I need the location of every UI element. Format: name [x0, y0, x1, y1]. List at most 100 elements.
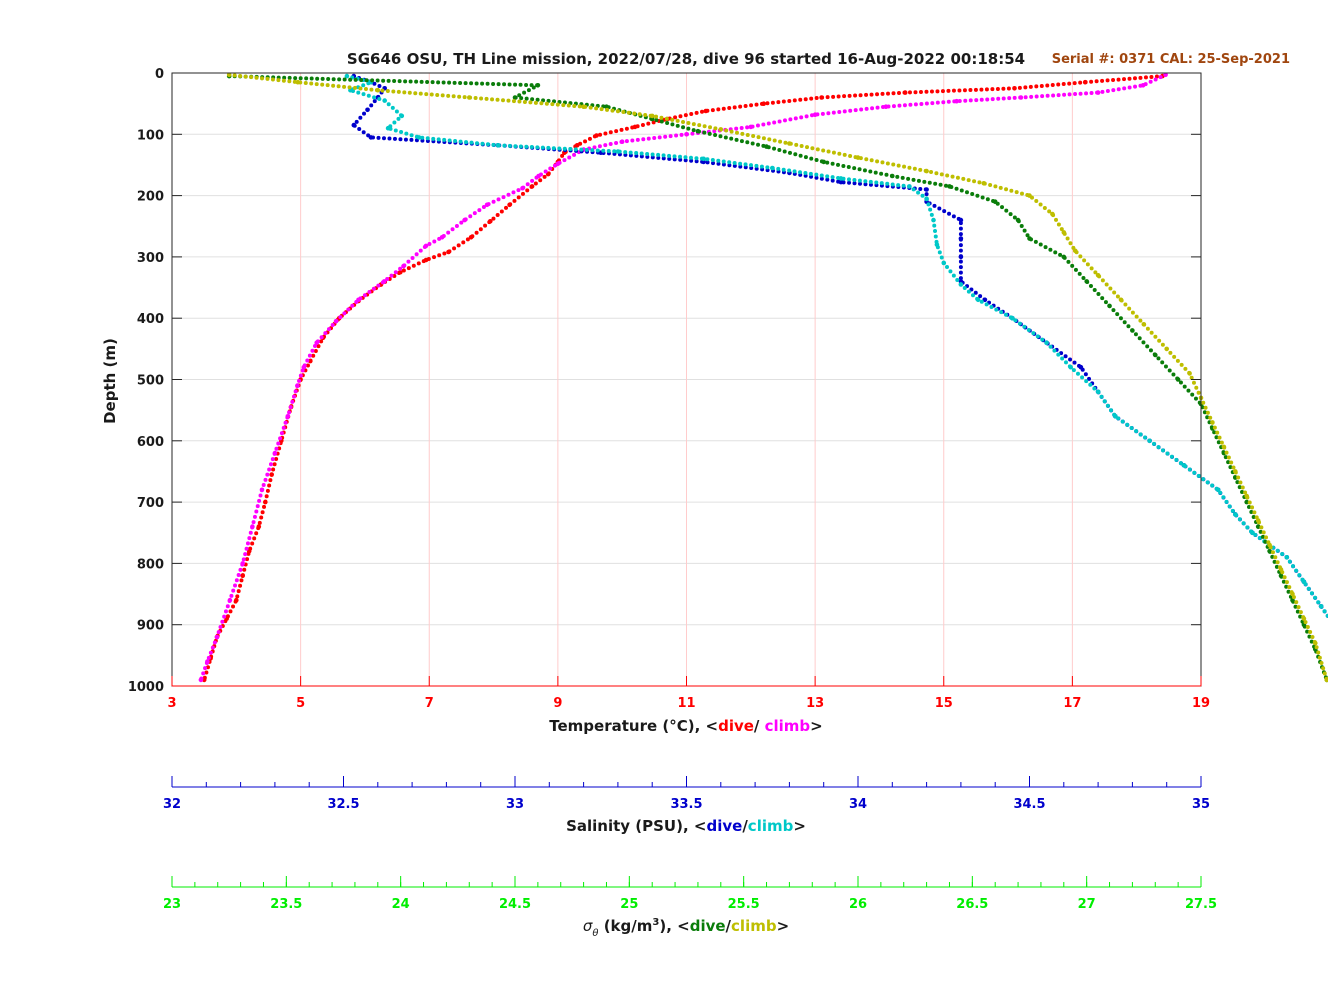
dens-dive-trace: [227, 74, 1328, 682]
dens-dive-point: [1153, 352, 1158, 358]
sal-climb-point: [1233, 512, 1238, 517]
temperature-tick-label: 15: [935, 696, 953, 711]
dens-dive-point: [695, 128, 701, 134]
temp-climb-point: [285, 414, 291, 419]
temperature-climb-label: climb: [765, 717, 811, 735]
y-tick-label: 800: [137, 557, 164, 572]
sigma-symbol: σ: [583, 917, 593, 935]
temperature-tick-label: 19: [1192, 696, 1210, 711]
dens-dive-point: [1267, 548, 1272, 554]
salinity-axis: 32 32.5 33 33.5 34 34.5 35: [163, 776, 1210, 812]
sal-climb-point: [1113, 414, 1118, 419]
temp-climb-point: [198, 677, 204, 683]
dens-dive-series: [226, 73, 1328, 683]
sal-climb-point: [1284, 555, 1290, 560]
dens-dive-point: [1255, 524, 1261, 529]
temperature-tick-label: 13: [806, 696, 824, 711]
density-climb-label: climb: [731, 917, 777, 935]
sal-climb-point: [382, 98, 388, 103]
depth-axis: 0 100 200 300 400 500 600 700 800 900 1000: [128, 67, 1201, 695]
salinity-climb-label: climb: [748, 817, 794, 835]
dens-dive-point: [1027, 236, 1032, 241]
y-tick-label: 300: [137, 251, 164, 266]
temp-climb-point: [619, 139, 625, 144]
salinity-sep: /: [742, 817, 748, 835]
temp-climb-point: [536, 173, 541, 179]
sal-climb-point: [931, 217, 936, 223]
temp-dive-point: [632, 124, 638, 130]
temperature-tick-label: 17: [1063, 696, 1081, 711]
theta-subscript: θ: [592, 928, 598, 939]
sal-climb-point: [1095, 389, 1101, 395]
data-series: [198, 72, 1328, 683]
temp-dive-point: [263, 499, 268, 505]
sal-climb-point: [1044, 340, 1049, 346]
temp-climb-point: [295, 383, 300, 388]
serial-annotation: Serial #: 0371 CAL: 25-Sep-2021: [1052, 52, 1290, 67]
sal-climb-point: [1250, 530, 1255, 536]
dens-dive-point: [512, 95, 518, 100]
salinity-dive-label: dive: [706, 817, 742, 835]
y-tick-label: 600: [137, 435, 164, 450]
temp-climb-series: [198, 72, 1168, 683]
dens-climb-point: [467, 95, 472, 100]
salinity-close: >: [793, 817, 806, 835]
dens-climb-point: [981, 181, 987, 186]
tick-label: 23.5: [270, 897, 302, 912]
temp-climb-point: [381, 279, 387, 284]
dens-climb-trace: [227, 72, 1328, 682]
temp-dive-point: [761, 101, 766, 106]
dens-dive-point: [1175, 377, 1181, 382]
sal-climb-point: [975, 297, 981, 303]
dens-climb-point: [1221, 444, 1227, 450]
dens-climb-point: [649, 113, 655, 119]
sal-dive-point: [368, 135, 374, 140]
dens-climb-point: [1255, 518, 1261, 523]
temp-climb-point: [214, 634, 220, 640]
tick-label: 27: [1078, 897, 1096, 912]
sal-climb-point: [770, 165, 775, 171]
temp-dive-point: [574, 143, 580, 148]
sal-climb-point: [399, 113, 405, 119]
sal-climb-point: [615, 149, 621, 154]
tick-label: 27.5: [1185, 897, 1217, 912]
temperature-axis: 3 5 7 9 11 13 15 17 19: [167, 676, 1210, 711]
tick-label: 23: [163, 897, 181, 912]
y-tick-label: 900: [137, 619, 164, 634]
y-tick-label: 1000: [128, 680, 164, 695]
density-axis-label: σθ (kg/m3), <dive/climb>: [583, 917, 789, 939]
tick-label: 25.5: [728, 897, 760, 912]
dens-climb-point: [1061, 230, 1067, 235]
dens-climb-point: [1141, 322, 1147, 327]
temp-climb-point: [1163, 72, 1168, 78]
temp-climb-point: [684, 132, 689, 137]
temp-dive-point: [423, 257, 429, 263]
temperature-label-text: Temperature (°C), <: [549, 717, 718, 735]
density-tail: ), <: [659, 917, 689, 935]
dens-dive-point: [1130, 328, 1135, 333]
dens-climb-point: [1095, 273, 1101, 278]
dens-climb-point: [375, 87, 381, 93]
temp-dive-point: [819, 95, 824, 100]
temp-dive-point: [1082, 79, 1088, 85]
y-tick-label: 0: [155, 67, 164, 82]
sal-dive-trace: [351, 74, 1328, 620]
density-dive-label: dive: [690, 917, 726, 935]
density-sep: /: [726, 917, 732, 935]
y-tick-label: 500: [137, 374, 164, 389]
dens-dive-point: [1107, 303, 1112, 309]
sal-climb-point: [495, 143, 501, 148]
temp-climb-point: [356, 297, 361, 303]
temp-climb-point: [1018, 95, 1024, 100]
dens-climb-point: [1267, 542, 1272, 548]
sal-climb-point: [416, 135, 422, 140]
temp-dive-trace: [202, 74, 1165, 682]
tick-label: 26: [849, 897, 867, 912]
temp-dive-point: [240, 573, 245, 578]
temp-climb-point: [883, 104, 889, 109]
dens-climb-point: [226, 72, 232, 78]
temp-climb-point: [259, 487, 265, 493]
temp-climb-trace: [198, 72, 1168, 682]
temp-dive-point: [446, 249, 451, 255]
temp-climb-point: [555, 161, 561, 166]
